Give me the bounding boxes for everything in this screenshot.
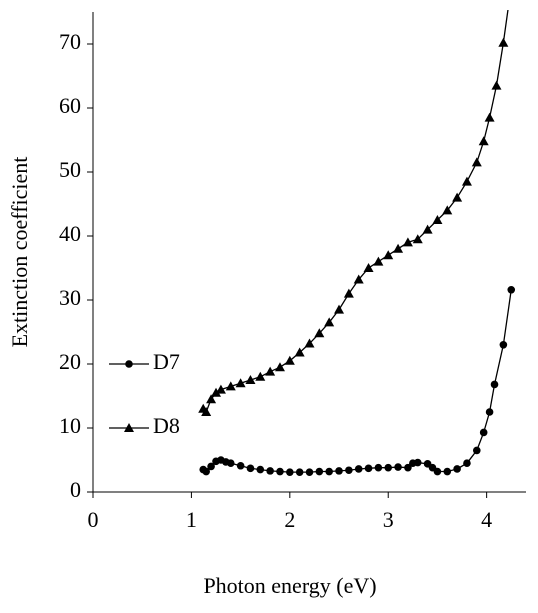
circle-marker <box>384 463 393 472</box>
triangle-marker <box>304 338 315 348</box>
x-tick-label: 2 <box>284 507 295 532</box>
circle-marker <box>354 465 363 473</box>
triangle-marker <box>471 157 482 167</box>
triangle-marker <box>442 205 453 215</box>
triangle-marker <box>274 362 285 372</box>
triangle-marker <box>363 263 374 272</box>
y-tick-label: 10 <box>59 413 81 438</box>
series-line <box>202 10 509 414</box>
triangle-marker <box>255 371 266 381</box>
circle-marker <box>413 458 422 467</box>
triangle-marker <box>324 317 335 327</box>
y-tick-label: 40 <box>59 221 81 246</box>
circle-marker <box>276 467 284 476</box>
triangle-marker <box>284 355 295 365</box>
x-tick-label: 0 <box>88 507 99 532</box>
circle-marker <box>315 467 324 476</box>
triangle-marker <box>294 347 305 357</box>
circle-marker <box>345 466 353 475</box>
circle-marker <box>236 461 245 470</box>
triangle-marker <box>265 366 276 376</box>
triangle-marker <box>245 375 256 384</box>
triangle-marker <box>498 37 509 47</box>
circle-marker <box>286 468 294 476</box>
triangle-marker <box>412 234 423 244</box>
triangle-marker <box>343 288 354 298</box>
triangle-marker <box>393 243 404 253</box>
circle-marker <box>295 468 304 476</box>
circle-marker <box>463 459 471 468</box>
circle-marker <box>479 428 488 437</box>
circle-marker <box>472 446 481 455</box>
y-tick-label: 60 <box>59 93 81 118</box>
triangle-marker <box>491 80 502 90</box>
circle-marker <box>394 463 402 471</box>
legend-label: D7 <box>153 349 180 374</box>
triangle-marker <box>201 407 212 416</box>
circle-marker <box>226 459 235 468</box>
circle-marker <box>374 463 383 472</box>
triangle-marker <box>422 224 433 234</box>
x-tick-label: 3 <box>383 507 394 532</box>
circle-marker <box>202 467 210 476</box>
circle-marker <box>404 463 412 472</box>
triangle-marker <box>206 394 217 404</box>
legend-marker <box>125 360 133 368</box>
circle-marker <box>305 468 314 476</box>
circle-marker <box>325 467 333 476</box>
triangle-marker <box>235 378 246 388</box>
triangle-marker <box>314 328 325 338</box>
x-axis-label: Photon energy (eV) <box>203 573 376 598</box>
circle-marker <box>364 464 373 473</box>
circle-marker <box>507 285 516 294</box>
triangle-marker <box>215 384 226 394</box>
circle-marker <box>443 467 452 476</box>
triangle-marker <box>225 381 236 391</box>
circle-marker <box>246 464 255 473</box>
y-tick-label: 0 <box>70 477 81 502</box>
legend-label: D8 <box>153 413 180 438</box>
x-tick-label: 1 <box>186 507 197 532</box>
y-tick-label: 50 <box>59 157 81 182</box>
circle-marker <box>335 467 343 475</box>
triangle-marker <box>383 250 394 260</box>
triangle-marker <box>402 237 413 247</box>
circle-marker <box>266 467 274 475</box>
triangle-marker <box>461 176 472 186</box>
circle-marker <box>453 465 461 473</box>
y-tick-label: 30 <box>59 285 81 310</box>
circle-marker <box>490 380 499 389</box>
circle-marker <box>256 465 265 474</box>
x-tick-label: 4 <box>481 507 492 532</box>
triangle-marker <box>373 256 384 266</box>
triangle-marker <box>334 304 345 314</box>
triangle-marker <box>432 215 443 224</box>
circle-marker <box>499 341 508 349</box>
y-tick-label: 20 <box>59 349 81 374</box>
triangle-marker <box>478 136 489 146</box>
circle-marker <box>433 467 442 476</box>
triangle-marker <box>484 112 495 122</box>
y-axis-label: Extinction coefficient <box>7 157 32 348</box>
triangle-marker <box>353 274 364 284</box>
plot-area <box>198 10 516 476</box>
triangle-marker <box>452 192 463 202</box>
circle-marker <box>485 408 494 416</box>
triangle-marker <box>211 387 222 397</box>
y-tick-label: 70 <box>59 29 81 54</box>
circle-marker <box>207 462 215 471</box>
legend-marker <box>124 423 134 432</box>
